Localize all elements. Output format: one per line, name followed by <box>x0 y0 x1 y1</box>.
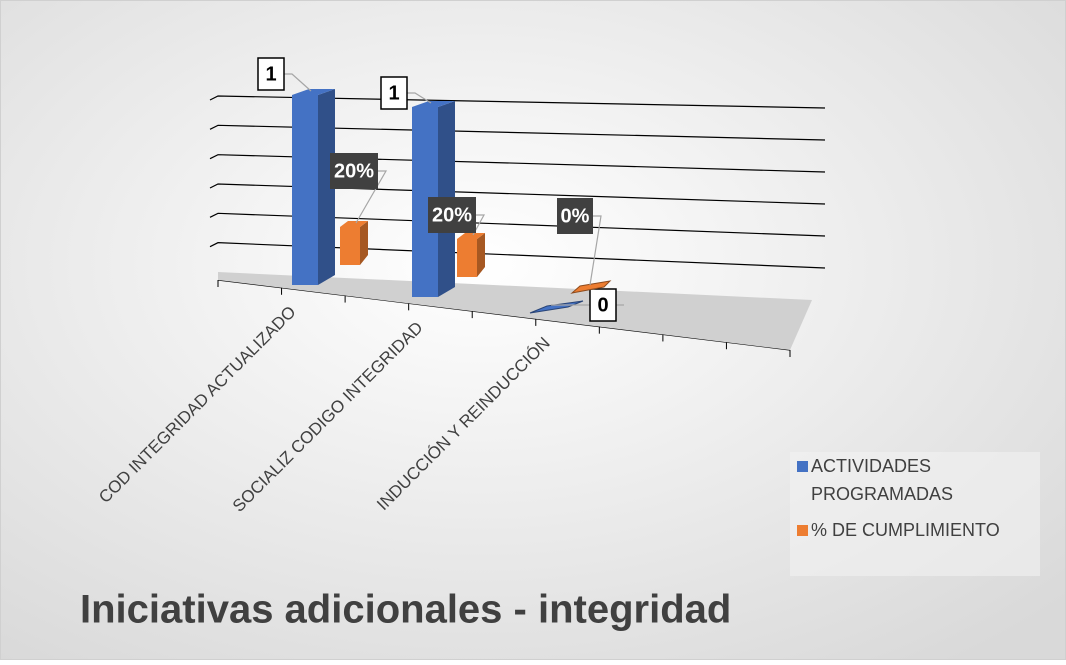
data-label-box <box>557 198 593 234</box>
floor <box>218 272 812 350</box>
grid-line <box>209 154 826 173</box>
leader-line <box>589 215 602 286</box>
data-label: 20% <box>334 160 374 182</box>
data-label-box <box>589 288 617 322</box>
grid-line <box>209 212 826 237</box>
bar-side <box>477 233 485 277</box>
data-label: 1 <box>388 82 399 104</box>
bar <box>529 300 584 314</box>
grid-line <box>209 242 826 269</box>
grid-line <box>209 124 826 141</box>
data-label: 1 <box>265 63 276 85</box>
grid-line <box>209 95 826 109</box>
legend-swatch <box>797 525 808 536</box>
leader-line <box>407 92 432 104</box>
leader-line <box>284 73 312 92</box>
grid-line <box>209 183 826 205</box>
legend-swatch <box>797 461 808 472</box>
legend-label-line: PROGRAMADAS <box>811 484 953 504</box>
bar <box>457 239 477 277</box>
bar-side <box>318 89 335 285</box>
legend-label: % DE CUMPLIMIENTO <box>811 520 1000 540</box>
data-label-box <box>380 76 408 110</box>
data-label-box <box>257 57 285 91</box>
data-label-box <box>330 153 378 189</box>
data-label: 0 <box>597 294 608 316</box>
chart-title: Iniciativas adicionales - integridad <box>80 588 731 632</box>
bar-top <box>340 221 368 227</box>
bar <box>340 227 360 265</box>
bar-top <box>457 233 485 239</box>
bar <box>570 280 612 294</box>
legend-label: ACTIVIDADES PROGRAMADAS <box>811 456 953 504</box>
bar <box>292 95 318 285</box>
data-label: 0% <box>561 205 590 227</box>
legend-label-line: ACTIVIDADES <box>811 456 931 476</box>
bar-top <box>412 101 455 107</box>
data-label: 20% <box>432 204 472 226</box>
leader-line <box>355 170 388 224</box>
bar-side <box>360 221 368 265</box>
bar-top <box>292 89 335 95</box>
legend-box <box>790 452 1040 576</box>
leader-line <box>472 214 486 236</box>
data-label-box <box>428 197 476 233</box>
